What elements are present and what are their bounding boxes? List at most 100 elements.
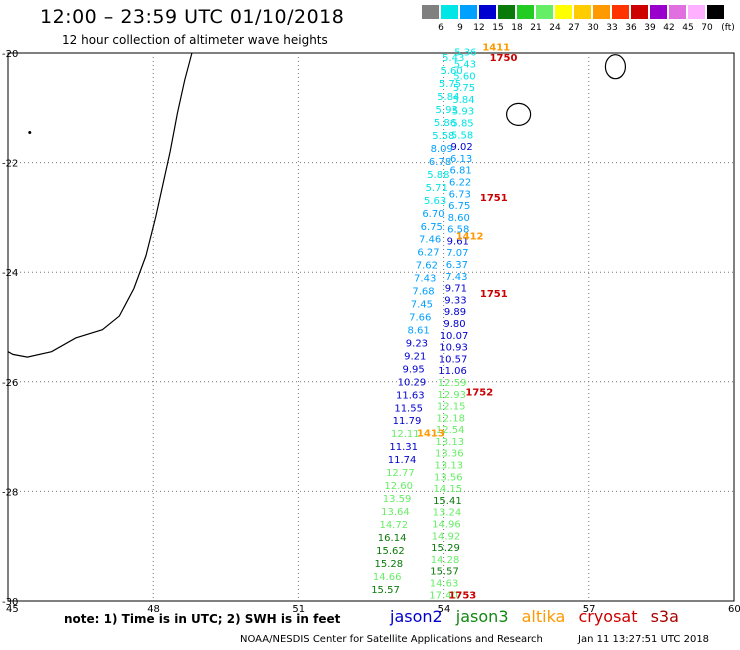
latitude-label: -26: [2, 378, 18, 389]
track-value-east: 15.57: [430, 567, 459, 578]
track-value-east: 17.40: [429, 590, 458, 601]
track-value-west: 9.21: [404, 351, 426, 362]
track-value-west: 9.95: [402, 364, 424, 375]
latitude-label: -30: [2, 597, 18, 608]
scale-tick-label: 42: [663, 23, 675, 33]
small-island: [28, 130, 32, 134]
altimeter-tracks: 5.365.435.605.755.845.935.855.589.026.13…: [371, 48, 476, 602]
track-value-east: 9.71: [445, 284, 467, 295]
track-value-east: 12.59: [438, 378, 467, 389]
track-value-east: 5.43: [454, 60, 476, 71]
track-value-west: 10.29: [398, 377, 427, 388]
track-value-west: 5.88: [427, 170, 449, 181]
scale-swatch: [688, 5, 705, 19]
latitude-label: -20: [2, 49, 18, 60]
track-value-east: 10.07: [440, 331, 469, 342]
longitude-label: 60: [728, 604, 740, 615]
scale-tick-label: 24: [549, 23, 561, 33]
legend-s3a: s3a: [650, 607, 679, 626]
track-value-east: 15.41: [433, 496, 462, 507]
track-value-west: 14.72: [379, 520, 408, 531]
scale-swatch: [631, 5, 648, 19]
longitude-label: 51: [292, 604, 305, 615]
scale-swatch: [612, 5, 629, 19]
track-value-east: 5.93: [452, 107, 474, 118]
pass-label: 1752: [465, 388, 493, 399]
legend-note: note: 1) Time is in UTC; 2) SWH is in fe…: [64, 612, 341, 626]
track-value-east: 14.63: [430, 578, 459, 589]
track-value-west: 5.93: [436, 105, 458, 116]
track-value-east: 5.75: [453, 83, 475, 94]
track-value-east: 8.60: [448, 213, 470, 224]
scale-swatch: [593, 5, 610, 19]
track-value-east: 13.36: [435, 449, 464, 460]
track-value-west: 12.60: [384, 481, 413, 492]
pass-label: 1751: [480, 289, 508, 300]
track-value-west: 5.84: [437, 92, 459, 103]
track-value-west: 5.71: [426, 183, 448, 194]
track-value-east: 10.93: [439, 343, 468, 354]
scale-tick-label: 39: [644, 23, 656, 33]
scale-unit-label: (ft): [721, 23, 735, 33]
track-value-east: 9.61: [447, 236, 469, 247]
track-value-east: 10.57: [439, 354, 468, 365]
scale-tick-label: 12: [473, 23, 485, 33]
track-value-east: 14.28: [431, 555, 460, 566]
track-value-west: 7.66: [409, 313, 431, 324]
track-value-east: 9.89: [444, 307, 466, 318]
track-value-east: 12.15: [437, 402, 466, 413]
scale-tick-label: 18: [511, 23, 523, 33]
track-value-west: 11.74: [388, 455, 417, 466]
track-value-west: 5.75: [439, 79, 461, 90]
track-value-east: 5.58: [451, 130, 473, 141]
track-value-west: 9.23: [406, 338, 428, 349]
track-value-east: 6.22: [449, 177, 471, 188]
track-value-west: 15.62: [376, 546, 405, 557]
scale-swatch: [441, 5, 458, 19]
track-value-west: 14.66: [373, 572, 402, 583]
pass-label: 1413: [417, 429, 445, 440]
scale-tick-label: 45: [682, 23, 694, 33]
track-value-west: 5.58: [432, 131, 454, 142]
coastline: [7, 52, 627, 358]
track-value-east: 12.54: [436, 425, 465, 436]
latitude-label: -22: [2, 159, 18, 170]
track-value-east: 6.73: [449, 189, 471, 200]
track-value-west: 8.09: [431, 144, 453, 155]
track-value-east: 6.81: [450, 166, 472, 177]
track-value-east: 13.13: [435, 437, 464, 448]
track-value-east: 5.60: [453, 71, 475, 82]
track-value-east: 7.43: [445, 272, 467, 283]
track-value-east: 14.15: [434, 484, 463, 495]
scale-tick-label: 70: [701, 23, 713, 33]
page-title: 12:00 – 23:59 UTC 01/10/2018: [40, 6, 345, 28]
track-value-west: 6.75: [421, 222, 443, 233]
longitude-label: 45: [6, 604, 19, 615]
scale-tick-label: 15: [492, 23, 504, 33]
track-value-west: 15.57: [371, 585, 400, 596]
track-value-west: 7.43: [414, 274, 436, 285]
madagascar-coastline: [7, 52, 193, 358]
footer-credit: NOAA/NESDIS Center for Satellite Applica…: [240, 634, 543, 645]
track-value-east: 14.92: [432, 531, 461, 542]
longitude-label: 54: [438, 604, 451, 615]
track-value-west: 5.63: [424, 196, 446, 207]
scale-swatch: [479, 5, 496, 19]
track-value-east: 9.33: [444, 295, 466, 306]
track-value-west: 13.59: [383, 494, 412, 505]
track-value-west: 7.45: [411, 300, 433, 311]
track-value-east: 6.13: [450, 154, 472, 165]
graticule: [8, 53, 734, 601]
track-value-east: 6.58: [447, 225, 469, 236]
track-value-east: 5.84: [452, 95, 474, 106]
map-frame: [7, 52, 735, 602]
scale-swatch: [574, 5, 591, 19]
pass-label: 1750: [490, 53, 518, 64]
track-value-west: 5.43: [442, 53, 464, 64]
track-value-east: 13.56: [434, 472, 463, 483]
scale-tick-label: 30: [587, 23, 599, 33]
pass-label: 1411: [482, 42, 510, 53]
track-value-west: 5.60: [440, 66, 462, 77]
